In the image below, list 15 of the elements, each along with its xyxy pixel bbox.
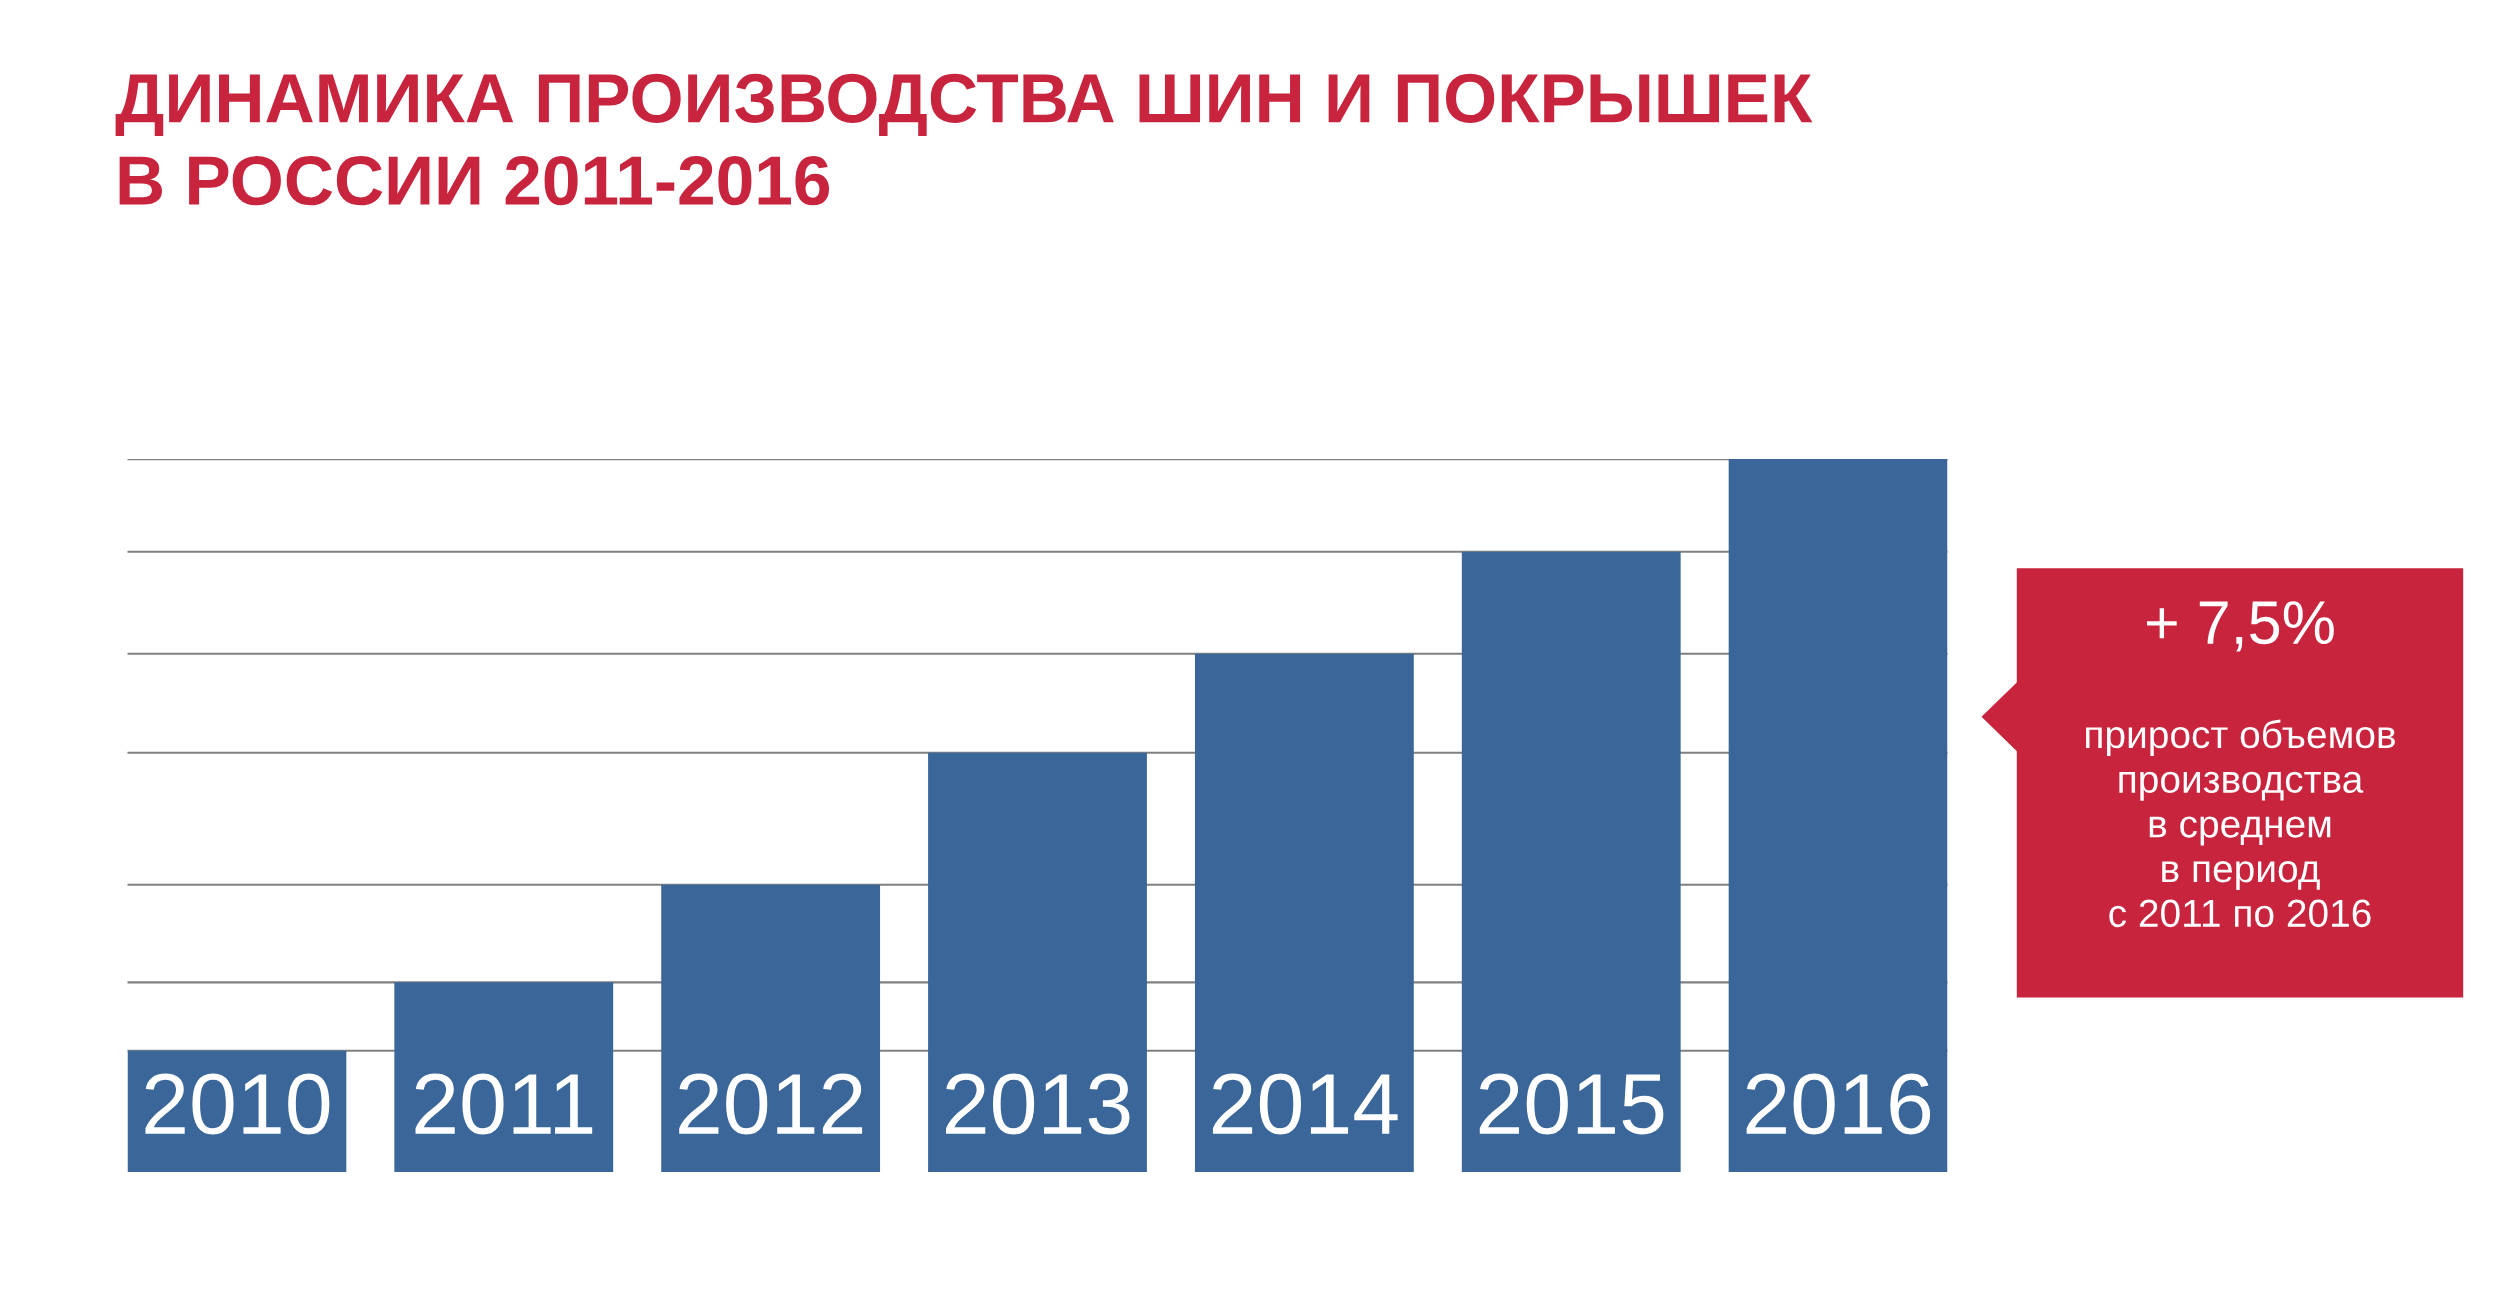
x-tick-label: 2013 [946, 1073, 1130, 1135]
chart-title: ДИНАМИКА ПРОИЗВОДСТВА ШИН И ПОКРЫШЕК В РОССИИ 2011-2016 [115, 73, 1813, 206]
bar [1194, 653, 1414, 1172]
text: + 7,5% прирост объемов производства в среднем в период с 2011 по 2016 [2086, 601, 2395, 928]
x-tick-label: 2016 [1746, 1073, 1931, 1135]
bar [661, 884, 881, 1172]
x-tick-label: 2010 [145, 1073, 330, 1135]
bar [1728, 459, 1948, 1172]
x-tick-label: 2012 [679, 1073, 863, 1135]
x-tick-label: 2015 [1479, 1073, 1664, 1135]
bar [394, 982, 614, 1172]
x-tick-label: 2014 [1212, 1073, 1398, 1135]
bar [928, 752, 1147, 1172]
x-tick-label: 2011 [415, 1073, 593, 1135]
bar [1461, 551, 1681, 1172]
